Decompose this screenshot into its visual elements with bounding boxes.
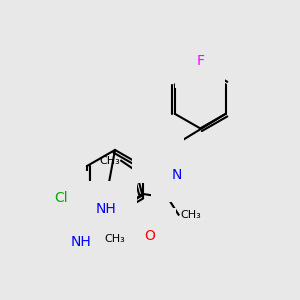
Text: O: O	[145, 229, 155, 243]
Text: F: F	[196, 54, 204, 68]
Text: NH: NH	[96, 202, 116, 216]
Text: CH₃: CH₃	[105, 234, 125, 244]
Text: CH₃: CH₃	[180, 210, 201, 220]
Text: NH: NH	[71, 236, 92, 249]
Text: N: N	[152, 148, 163, 162]
Text: N: N	[172, 168, 182, 182]
Text: Cl: Cl	[54, 191, 68, 206]
Text: CH₃: CH₃	[99, 156, 120, 166]
